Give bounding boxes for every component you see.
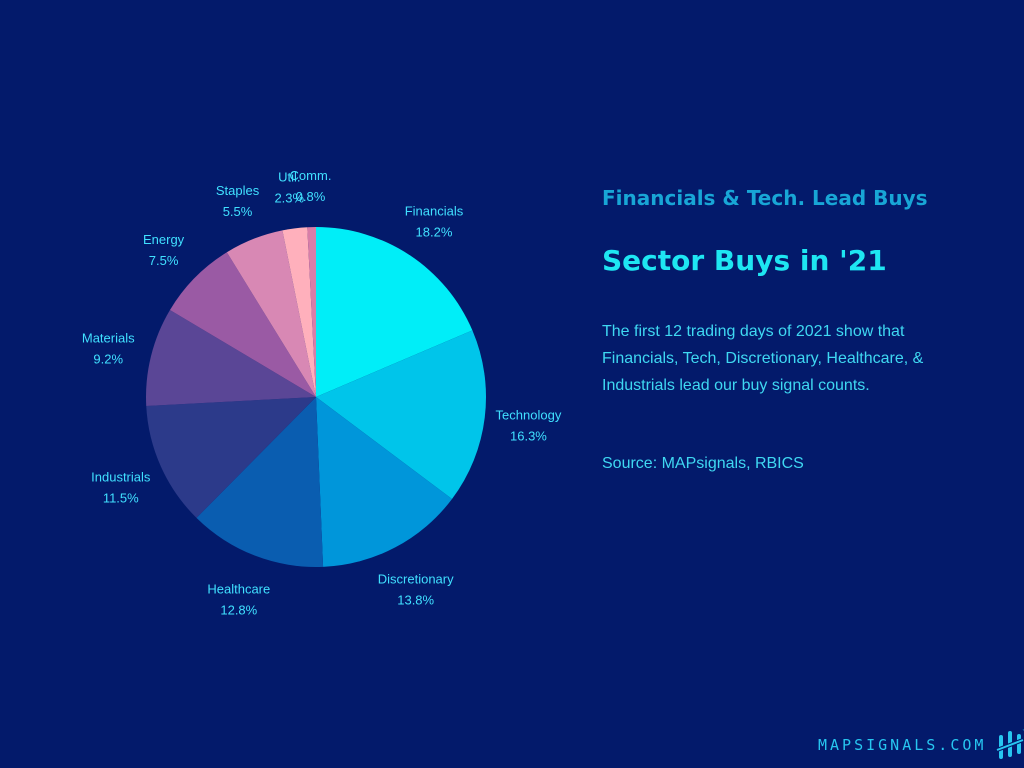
slice-value-label: 18.2% (416, 224, 453, 239)
slice-label: Materials (82, 331, 135, 346)
pie-slice-comm (307, 227, 316, 397)
pie-slice-discretionary (316, 397, 453, 567)
slice-label: Technology (496, 408, 562, 423)
source-text: Source: MAPsignals, RBICS (602, 455, 804, 472)
slice-value-label: 9.2% (93, 352, 123, 367)
pie-slice-staples (226, 230, 316, 397)
slice-value-label: 7.5% (149, 253, 179, 268)
pie-slice-materials (145, 309, 316, 406)
pie-slice-healthcare (196, 397, 324, 567)
pie-slice-util (282, 227, 316, 397)
svg-text:™: ™ (1022, 729, 1024, 735)
slice-value-label: 0.8% (296, 189, 326, 204)
pie-slice-industrials (146, 397, 316, 518)
slice-label: Industrials (91, 470, 151, 485)
slice-value-label: 11.5% (103, 491, 139, 506)
slice-label: Staples (216, 183, 260, 198)
slice-value-label: 12.8% (220, 603, 257, 618)
mapsignals-logo-icon: ™ (996, 729, 1024, 759)
slice-label: Energy (143, 232, 185, 247)
chart-subtitle: Financials & Tech. Lead Buys (602, 186, 928, 210)
slice-value-label: 2.3% (274, 191, 304, 206)
slice-label: Financials (405, 203, 464, 218)
brand-name: MAPSIGNALS.COM (818, 736, 987, 754)
description-text: The first 12 trading days of 2021 show t… (602, 323, 924, 394)
slice-label: Comm. (290, 168, 332, 183)
brand[interactable]: MAPSIGNALS.COM ™ (818, 728, 1024, 762)
slice-label: Util. (278, 170, 300, 185)
slice-label: Healthcare (207, 582, 270, 597)
pie-slice-energy (169, 252, 316, 397)
chart-title: Sector Buys in '21 (602, 244, 887, 277)
pie-slice-financials (316, 227, 473, 397)
pie-slice-technology (316, 330, 487, 499)
slice-label: Discretionary (378, 571, 454, 586)
slice-value-label: 5.5% (223, 204, 253, 219)
slice-value-label: 13.8% (397, 592, 434, 607)
sector-pie-chart: Financials 18.2% Technology 16.3% Discretion… (82, 168, 562, 618)
slice-value-label: 16.3% (510, 429, 547, 444)
